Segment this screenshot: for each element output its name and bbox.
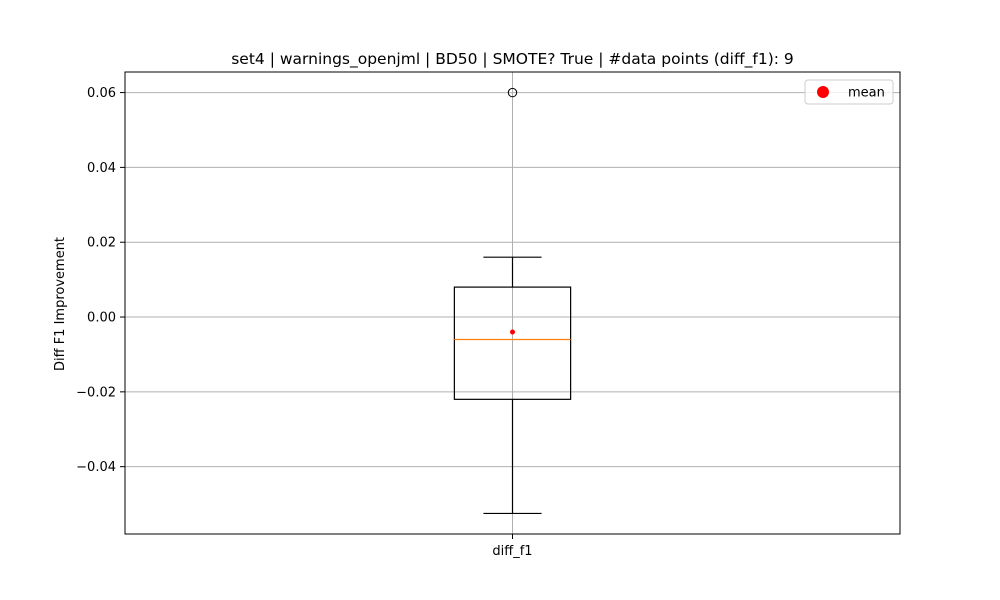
- x-axis-ticks: diff_f1: [492, 534, 533, 559]
- y-axis-ticks: −0.04 −0.02 0.00 0.02 0.04 0.06: [76, 86, 125, 475]
- legend-mean-marker: [817, 86, 829, 98]
- chart-title: set4 | warnings_openjml | BD50 | SMOTE? …: [231, 50, 794, 69]
- y-tick-label: −0.04: [76, 460, 116, 475]
- y-tick-label: 0.06: [87, 86, 116, 101]
- y-tick-label: 0.02: [87, 236, 116, 251]
- plot-area-frame: [124, 71, 901, 535]
- y-tick-label: 0.04: [87, 161, 116, 176]
- mean-marker: [510, 329, 515, 335]
- legend-label: mean: [848, 86, 885, 101]
- box-series: [453, 87, 572, 515]
- legend: mean: [804, 79, 894, 105]
- grid-lines: [125, 72, 900, 534]
- x-tick-label: diff_f1: [492, 544, 532, 559]
- y-tick-label: 0.00: [87, 311, 116, 326]
- y-tick-label: −0.02: [76, 385, 116, 400]
- y-axis-label: Diff F1 Improvement: [53, 237, 68, 371]
- legend-box: [804, 79, 894, 105]
- box-iqr: [453, 286, 572, 400]
- outlier-point: [507, 87, 518, 98]
